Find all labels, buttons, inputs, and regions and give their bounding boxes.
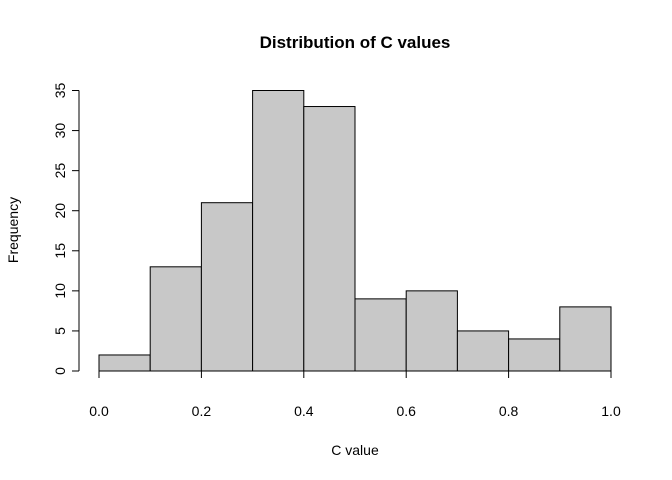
x-tick-label: 1.0 — [601, 403, 621, 419]
y-tick-label: 10 — [52, 283, 68, 299]
chart-title: Distribution of C values — [260, 33, 451, 52]
y-tick-label: 0 — [52, 367, 68, 375]
x-tick-label: 0.2 — [192, 403, 212, 419]
histogram-bar — [559, 306, 612, 372]
histogram-bar — [200, 202, 254, 372]
x-tick-label: 0.4 — [294, 403, 314, 419]
y-tick-label: 30 — [52, 123, 68, 139]
x-axis: 0.0 0.2 0.4 0.6 0.8 1.0 — [89, 370, 621, 419]
histogram-bar — [405, 290, 458, 372]
histogram-bar — [303, 106, 356, 372]
y-tick-label: 5 — [52, 327, 68, 335]
x-tick-label: 0.6 — [396, 403, 416, 419]
histogram-bar — [508, 338, 561, 372]
x-axis-label: C value — [331, 442, 379, 458]
y-tick-label: 35 — [52, 83, 68, 99]
y-tick-label: 25 — [52, 163, 68, 179]
bars-group — [98, 90, 612, 372]
histogram-bar — [252, 90, 305, 372]
y-tick-label: 20 — [52, 203, 68, 219]
x-tick-label: 0.8 — [499, 403, 519, 419]
y-axis: 0 5 10 15 20 25 30 35 — [52, 83, 80, 375]
histogram-bar — [98, 354, 151, 372]
histogram-bar — [149, 266, 202, 372]
histogram-bar — [354, 298, 407, 372]
y-tick-label: 15 — [52, 243, 68, 259]
y-axis-label: Frequency — [5, 197, 21, 263]
histogram-bar — [456, 330, 510, 372]
x-tick-label: 0.0 — [89, 403, 109, 419]
